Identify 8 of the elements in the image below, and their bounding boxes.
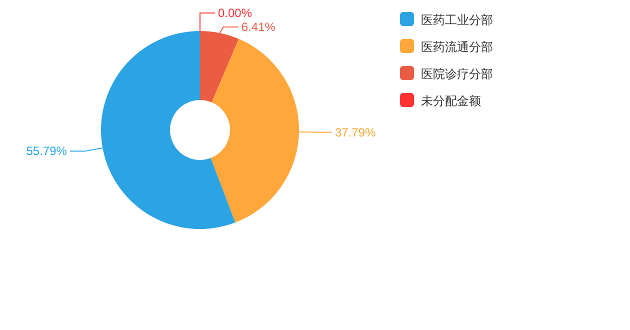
text: 0.00% xyxy=(218,6,252,20)
legend-label: 医药工业分部 xyxy=(421,13,493,27)
data-label: 6.41% xyxy=(241,20,276,34)
legend-label: 未分配金额 xyxy=(421,94,481,108)
legend-label: 医院诊疗分部 xyxy=(421,67,493,81)
data-label: 37.79% xyxy=(334,125,376,140)
legend-label: 医药流通分部 xyxy=(421,40,493,54)
data-label: 55.79% xyxy=(26,144,68,158)
